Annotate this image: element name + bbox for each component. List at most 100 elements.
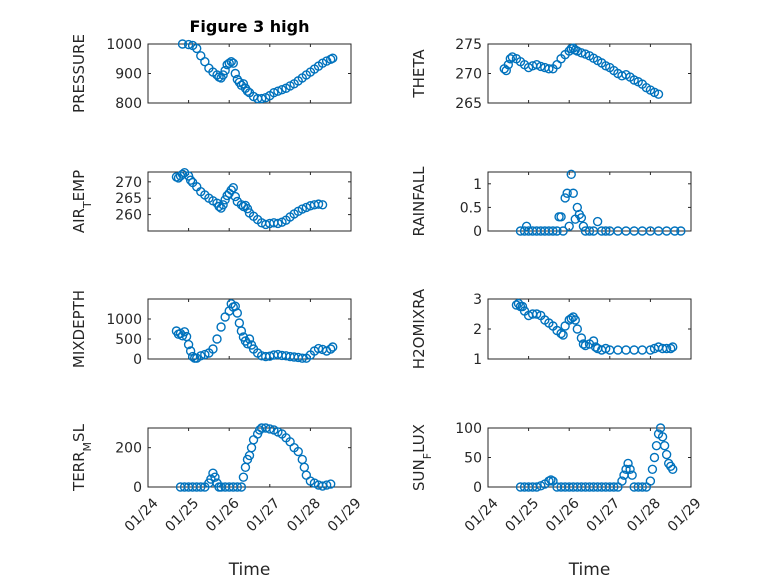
mixdepth-data-point xyxy=(244,334,255,344)
terr_msl-x-tick-label: 01/27 xyxy=(244,495,284,535)
pressure-data-point xyxy=(269,87,279,98)
rainfall-data-point xyxy=(670,226,680,236)
mixdepth-data-point xyxy=(242,339,253,349)
pressure-data-point xyxy=(220,65,230,76)
pressure-data-point xyxy=(183,39,194,50)
rainfall-data-point xyxy=(592,216,603,227)
rainfall-y-axis-label: RAINFALL xyxy=(410,166,428,237)
mixdepth-data-point xyxy=(328,342,338,352)
h2omixra-y-tick-label: 3 xyxy=(473,292,482,308)
air_temp-data-point xyxy=(313,199,324,209)
sun_flux-data-point xyxy=(645,476,656,486)
pressure-data-point xyxy=(177,39,188,49)
sun_flux-data-point xyxy=(609,482,619,492)
theta-series xyxy=(499,43,664,99)
terr_msl-x-tick-label: 01/28 xyxy=(284,495,324,535)
air_temp-series xyxy=(171,167,328,230)
air_temp-y-tick-label: 270 xyxy=(115,175,142,191)
sun_flux-x-tick-label: 01/24 xyxy=(462,495,502,535)
mixdepth-data-point xyxy=(212,334,222,344)
sun_flux-x-tick-label: 01/26 xyxy=(543,495,583,535)
sun_flux-y-tick-label: 100 xyxy=(455,421,482,437)
mixdepth-data-point xyxy=(183,339,194,350)
rainfall-data-point xyxy=(578,221,589,231)
theta-data-point xyxy=(544,64,554,74)
h2omixra-series xyxy=(511,298,678,355)
pressure-data-point xyxy=(273,86,283,96)
mixdepth-axes: 0 500 1000 MIXDEPTH xyxy=(70,290,352,368)
pressure-data-point xyxy=(200,57,210,67)
mixdepth-y-tick-label: 500 xyxy=(115,332,142,348)
h2omixra-data-point xyxy=(601,343,611,354)
terr_msl-axes: 0 200 01/24 01/25 01/26 01/27 01/28 01/29 Time TE… xyxy=(70,423,365,580)
rainfall-data-point xyxy=(562,188,572,198)
mixdepth-data-point xyxy=(196,351,206,361)
pressure-data-point xyxy=(328,53,338,63)
air_temp-y-tick-label: 265 xyxy=(115,191,142,207)
mixdepth-series xyxy=(171,299,338,363)
rainfall-data-point xyxy=(584,226,595,236)
theta-data-point xyxy=(505,54,516,64)
mixdepth-data-point xyxy=(200,349,210,360)
h2omixra-data-point xyxy=(572,324,583,334)
terr_msl-y-tick-label: 0 xyxy=(133,480,142,496)
sun_flux-x-axis-label: Time xyxy=(568,560,611,580)
h2omixra-data-point xyxy=(666,343,676,354)
pressure-data-point xyxy=(230,68,240,79)
h2omixra-data-point xyxy=(566,313,576,324)
rainfall-data-point xyxy=(601,226,611,236)
air_temp-data-point xyxy=(218,200,228,210)
theta-y-tick-label: 270 xyxy=(455,67,482,83)
pressure-y-axis-label: PRESSURE xyxy=(70,34,88,113)
theta-y-axis-label: THETA xyxy=(410,49,428,99)
mixdepth-data-point xyxy=(179,327,190,337)
terr_msl-x-tick-label: 01/25 xyxy=(162,495,202,535)
h2omixra-data-point xyxy=(588,336,599,346)
sun_flux-series xyxy=(515,423,678,492)
sun_flux-data-point xyxy=(657,432,668,442)
h2omixra-data-point xyxy=(668,342,678,352)
pressure-data-point xyxy=(256,93,267,104)
theta-data-point xyxy=(653,89,664,99)
terr_msl-x-tick-label: 01/26 xyxy=(203,495,243,535)
mixdepth-y-tick-label: 1000 xyxy=(106,312,142,328)
pressure-data-point xyxy=(226,57,236,67)
air_temp-data-point xyxy=(177,169,188,179)
h2omixra-data-point xyxy=(645,345,656,355)
sun_flux-data-point xyxy=(655,423,666,433)
terr_msl-y-tick-label: 200 xyxy=(115,441,142,457)
h2omixra-data-point xyxy=(556,328,566,339)
h2omixra-axes-frame xyxy=(487,298,692,360)
terr_msl-axes-frame xyxy=(147,427,352,488)
theta-data-point xyxy=(576,48,587,58)
rainfall-y-tick-label: 0 xyxy=(473,224,482,240)
air_temp-data-point xyxy=(230,191,240,202)
rainfall-data-point xyxy=(548,226,558,236)
air_temp-data-point xyxy=(185,175,196,185)
air_temp-data-point xyxy=(273,218,283,229)
terr_msl-x-axis-label: Time xyxy=(228,560,271,580)
h2omixra-data-point xyxy=(570,315,580,325)
sun_flux-data-point xyxy=(546,475,556,485)
sun_flux-data-point xyxy=(661,449,672,460)
h2omixra-data-point xyxy=(661,343,672,354)
pressure-data-point xyxy=(238,79,249,89)
pressure-series xyxy=(177,39,338,104)
mixdepth-data-point xyxy=(230,301,240,311)
h2omixra-data-point xyxy=(511,300,522,310)
sun_flux-data-point xyxy=(647,464,658,474)
pressure-data-point xyxy=(326,54,336,65)
theta-axes: 265 270 275 THETA xyxy=(410,37,692,112)
mixdepth-data-point xyxy=(313,343,324,354)
terr_msl-data-point xyxy=(265,424,275,434)
mixdepth-data-point xyxy=(208,344,218,354)
mixdepth-y-axis-label: MIXDEPTH xyxy=(70,290,88,368)
air_temp-data-point xyxy=(226,185,236,195)
rainfall-axes-frame xyxy=(487,171,692,232)
sun_flux-data-point xyxy=(659,441,670,451)
sun_flux-data-point xyxy=(627,470,637,480)
terr_msl-data-point xyxy=(236,482,247,492)
h2omixra-y-axis-label: H2OMIXRA xyxy=(410,288,428,369)
rainfall-data-point xyxy=(564,221,574,231)
sun_flux-data-point xyxy=(621,464,631,474)
